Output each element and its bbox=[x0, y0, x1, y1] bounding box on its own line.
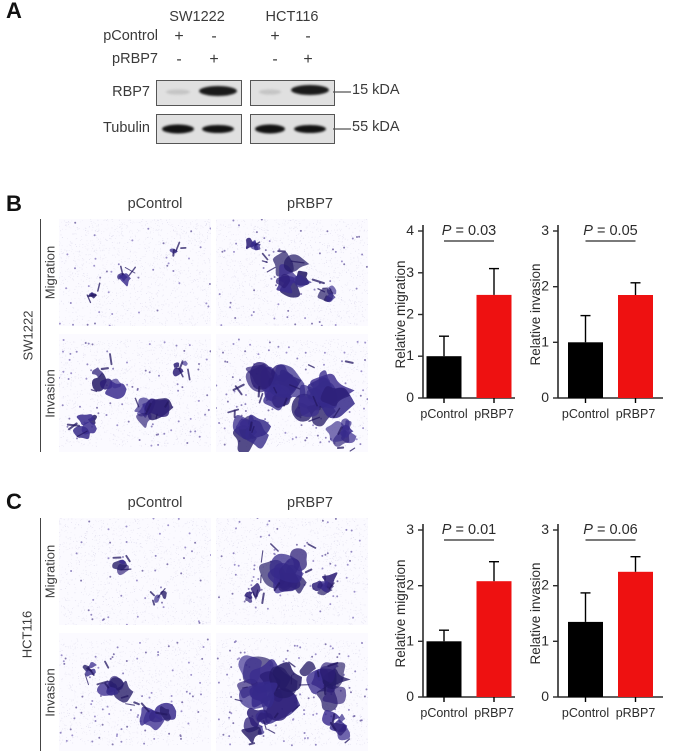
svg-text:Relative migration: Relative migration bbox=[395, 559, 408, 667]
svg-text:3: 3 bbox=[541, 521, 549, 537]
svg-text:pControl: pControl bbox=[562, 407, 609, 421]
svg-text:P = 0.03: P = 0.03 bbox=[442, 223, 496, 239]
svg-text:0: 0 bbox=[406, 688, 414, 704]
svg-text:pControl: pControl bbox=[562, 706, 609, 720]
svg-text:pRBP7: pRBP7 bbox=[616, 407, 656, 421]
svg-text:pControl: pControl bbox=[420, 706, 467, 720]
svg-text:0: 0 bbox=[541, 688, 549, 704]
svg-text:pRBP7: pRBP7 bbox=[474, 706, 514, 720]
svg-text:Relative invasion: Relative invasion bbox=[530, 562, 543, 664]
svg-text:3: 3 bbox=[406, 521, 414, 537]
svg-text:0: 0 bbox=[541, 389, 549, 405]
svg-text:4: 4 bbox=[406, 222, 414, 238]
svg-text:P = 0.01: P = 0.01 bbox=[442, 522, 496, 538]
svg-text:P = 0.06: P = 0.06 bbox=[583, 522, 637, 538]
svg-text:pControl: pControl bbox=[420, 407, 467, 421]
svg-text:pRBP7: pRBP7 bbox=[474, 407, 514, 421]
svg-text:0: 0 bbox=[406, 389, 414, 405]
svg-text:Relative invasion: Relative invasion bbox=[530, 263, 543, 365]
svg-text:Relative migration: Relative migration bbox=[395, 260, 408, 368]
svg-text:3: 3 bbox=[541, 222, 549, 238]
svg-text:pRBP7: pRBP7 bbox=[616, 706, 656, 720]
svg-text:P = 0.05: P = 0.05 bbox=[583, 223, 637, 239]
